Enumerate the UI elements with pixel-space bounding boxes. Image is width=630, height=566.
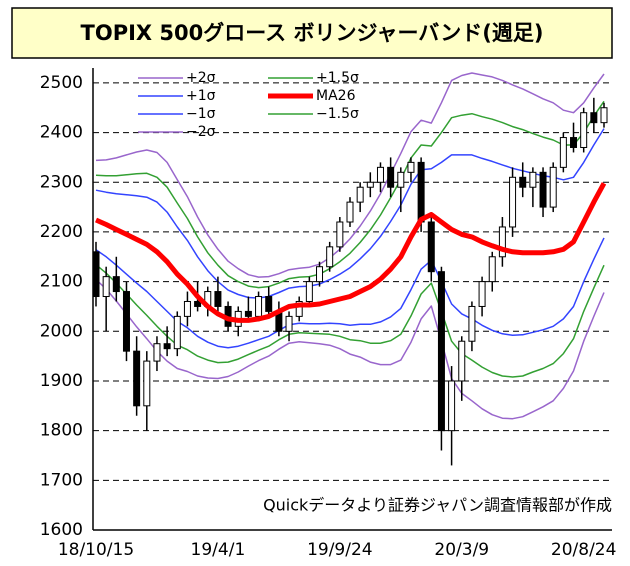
candle-body — [163, 343, 171, 350]
legend-label: +1.5σ — [316, 70, 359, 86]
candle-body — [153, 343, 161, 362]
candle-body — [488, 256, 496, 283]
band-line — [95, 279, 605, 420]
y-tick-label: 2000 — [40, 321, 83, 341]
candle-body — [417, 161, 425, 223]
x-tick-label: 18/10/15 — [58, 540, 134, 560]
candle-body — [102, 276, 110, 298]
x-tick-label: 19/9/24 — [307, 540, 373, 560]
candle-body — [448, 380, 456, 432]
x-tick-label: 19/4/1 — [191, 540, 246, 560]
candle-body — [590, 112, 598, 124]
candle-body — [285, 315, 293, 332]
candle-body — [295, 300, 303, 317]
candle-body — [397, 171, 405, 188]
candle-body — [305, 281, 313, 302]
legend-label: +2σ — [186, 70, 216, 86]
y-tick-label: 1700 — [40, 470, 83, 490]
legend-label: −1.5σ — [316, 106, 359, 122]
title-box — [11, 7, 613, 59]
candle-body — [214, 291, 222, 307]
candle-body — [580, 112, 588, 148]
chart-title: TOPIX 500グロース ボリンジャーバンド(週足) — [81, 21, 544, 45]
y-tick-label: 1600 — [40, 520, 83, 540]
candle-body — [529, 171, 537, 188]
y-tick-label: 2500 — [40, 73, 83, 93]
candle-body — [92, 251, 100, 298]
candle-body — [549, 166, 557, 208]
legend-label: −1σ — [186, 106, 216, 122]
candle-body — [387, 166, 395, 188]
candle-body — [336, 221, 344, 248]
band-line — [94, 182, 607, 323]
band-line — [95, 128, 605, 299]
candle-body — [326, 246, 334, 268]
candle-body — [183, 300, 191, 317]
candle-body — [427, 221, 435, 273]
candle-body — [519, 176, 527, 188]
candle-body — [539, 171, 547, 208]
candle-body — [112, 276, 120, 293]
candle-body — [244, 310, 252, 317]
y-tick-label: 2200 — [40, 222, 83, 242]
x-tick-label: 20/3/9 — [434, 540, 489, 560]
candle-body — [376, 166, 384, 183]
candle-body — [600, 107, 608, 124]
candle-body — [478, 281, 486, 307]
candle-body — [122, 291, 130, 352]
candle-body — [570, 137, 578, 148]
legend-label: −2σ — [186, 124, 216, 140]
legend-label: MA26 — [316, 88, 356, 104]
candle-body — [366, 181, 374, 188]
candle-body — [143, 360, 151, 407]
y-tick-label: 2400 — [40, 123, 83, 143]
candle-body — [509, 176, 517, 228]
candle-body — [255, 296, 263, 317]
candle-body — [559, 137, 567, 168]
y-tick-label: 2300 — [40, 172, 83, 192]
candle-body — [498, 226, 506, 258]
y-tick-label: 2100 — [40, 272, 83, 292]
candle-body — [265, 296, 273, 312]
candle-body — [437, 271, 445, 432]
legend-label: +1σ — [186, 88, 216, 104]
candle-body — [346, 201, 354, 223]
y-tick-label: 1800 — [40, 421, 83, 441]
x-tick-label: 20/8/24 — [551, 540, 617, 560]
candle-body — [458, 340, 466, 382]
candle-body — [133, 350, 141, 407]
candle-body — [316, 266, 324, 283]
candle-body — [356, 186, 364, 203]
candle-body — [468, 305, 476, 342]
candle-body — [407, 161, 415, 173]
annotation: Quickデータより証券ジャパン調査情報部が作成 — [263, 496, 612, 515]
y-tick-label: 1900 — [40, 371, 83, 391]
candle-body — [194, 300, 202, 307]
candle-body — [173, 315, 181, 350]
band-line — [95, 100, 605, 289]
band-line — [95, 72, 605, 278]
